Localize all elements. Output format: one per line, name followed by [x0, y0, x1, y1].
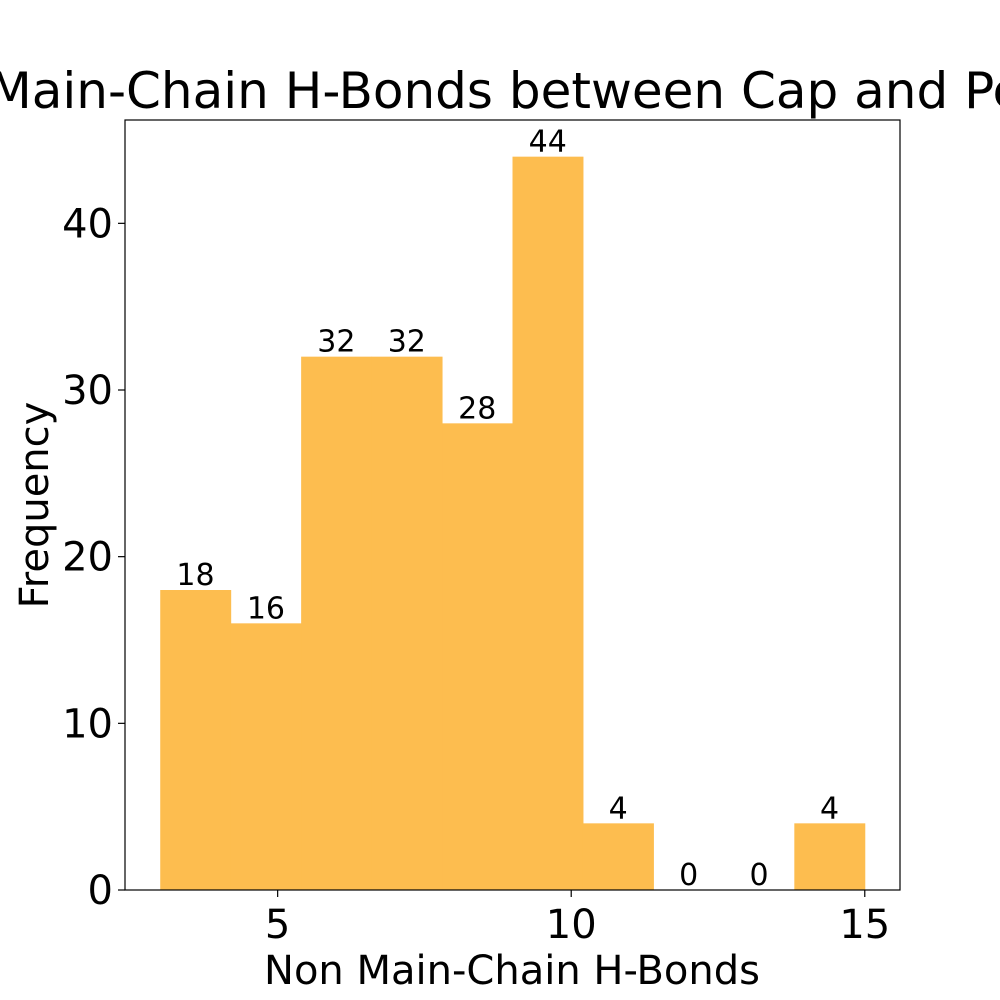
chart-title: Non Main-Chain H-Bonds between Cap and P…	[0, 62, 1000, 120]
bar-value-label: 16	[247, 591, 285, 626]
bar-value-label: 32	[388, 325, 426, 360]
x-axis-ticks: 5 10 15	[265, 890, 890, 948]
y-tick-label: 40	[62, 201, 113, 247]
histogram-bar	[160, 590, 232, 890]
y-tick-label: 20	[62, 535, 113, 581]
histogram-bar	[794, 823, 866, 890]
x-tick-label: 15	[839, 902, 890, 948]
bar-value-label: 18	[176, 558, 214, 593]
x-tick-label: 5	[265, 902, 290, 948]
x-axis-label: Non Main-Chain H-Bonds	[264, 948, 760, 994]
bar-value-label: 0	[679, 858, 698, 893]
y-axis-label: Frequency	[12, 402, 58, 609]
bar-value-label: 0	[750, 858, 769, 893]
histogram-bar	[442, 423, 513, 890]
bar-value-label: 32	[317, 325, 355, 360]
y-tick-label: 0	[88, 868, 113, 914]
histogram-bar	[301, 356, 373, 891]
y-tick-label: 30	[62, 368, 113, 414]
x-tick-label: 10	[546, 902, 597, 948]
bar-value-label: 28	[458, 391, 496, 426]
plot-frame	[124, 119, 901, 891]
histogram-bar	[371, 356, 443, 891]
bar-value-label: 44	[529, 125, 567, 160]
bar-value-label: 4	[820, 791, 839, 826]
bars-layer	[160, 156, 866, 891]
histogram-bar	[582, 823, 654, 890]
histogram-bar	[230, 623, 302, 890]
bar-value-label: 4	[609, 791, 628, 826]
y-axis-ticks: 0 10 20 30 40	[62, 201, 125, 914]
y-tick-label: 10	[62, 701, 113, 747]
histogram-bar	[512, 156, 584, 890]
